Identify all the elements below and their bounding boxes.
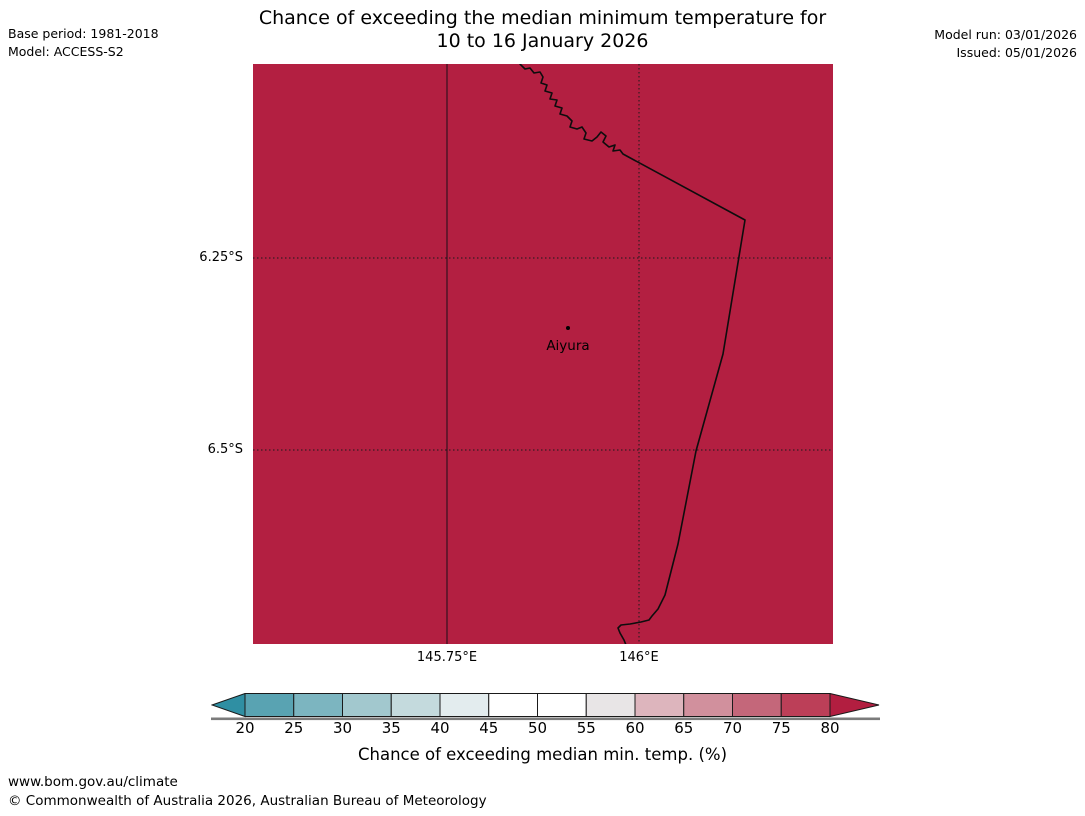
x-tick-146E: 146°E — [619, 650, 659, 665]
colorbar-cell — [390, 693, 441, 717]
colorbar-cell — [732, 693, 782, 717]
colorbar-tick-label: 35 — [381, 719, 401, 737]
model-metadata-right: Model run: 03/01/2026 Issued: 05/01/2026 — [934, 26, 1077, 62]
colorbar-cell — [342, 693, 392, 717]
model-run-text: Model run: 03/01/2026 — [934, 27, 1077, 42]
x-tick-145-75E: 145.75°E — [416, 650, 478, 665]
colorbar-tick-label: 25 — [284, 719, 304, 737]
y-tick-6-25S: 6.25°S — [199, 250, 243, 265]
colorbar-canvas — [210, 692, 880, 721]
model-name-text: Model: ACCESS-S2 — [8, 44, 124, 59]
colorbar-cell — [293, 693, 343, 717]
colorbar-underline — [211, 717, 880, 721]
colorbar-right-arrow — [829, 692, 880, 718]
colorbar-tick-label: 55 — [576, 719, 596, 737]
model-metadata-left: Base period: 1981-2018 Model: ACCESS-S2 — [8, 25, 159, 61]
colorbar-tick-label: 60 — [625, 719, 645, 737]
bom-url-text: www.bom.gov.au/climate — [8, 774, 178, 790]
colorbar-tick-label: 45 — [479, 719, 499, 737]
y-tick-6-5S: 6.5°S — [207, 442, 243, 457]
colorbar-cell — [780, 693, 831, 717]
colorbar — [210, 692, 880, 721]
colorbar-tick-label: 50 — [527, 719, 548, 737]
colorbar-cell — [683, 693, 733, 717]
colorbar-cell — [537, 693, 587, 717]
title-line-2: 10 to 16 January 2026 — [436, 30, 649, 52]
copyright-text: © Commonwealth of Australia 2026, Austra… — [8, 793, 487, 809]
colorbar-cell — [244, 693, 295, 717]
colorbar-cell — [488, 693, 538, 717]
coastline-path — [519, 64, 746, 644]
colorbar-tick-label: 80 — [820, 719, 840, 737]
colorbar-cell — [585, 693, 636, 717]
colorbar-tick-label: 30 — [332, 719, 353, 737]
location-marker-dot — [566, 326, 570, 330]
colorbar-cell — [634, 693, 685, 717]
title-line-1: Chance of exceeding the median minimum t… — [258, 7, 827, 29]
issued-text: Issued: 05/01/2026 — [956, 45, 1078, 60]
colorbar-tick-label: 40 — [430, 719, 450, 737]
colorbar-tick-label: 70 — [722, 719, 743, 737]
colorbar-tick-labels: 20 25 30 35 40 45 50 55 60 65 70 75 80 — [211, 719, 880, 739]
colorbar-tick-label: 65 — [674, 719, 694, 737]
colorbar-tick-label: 20 — [235, 719, 255, 737]
page-title: Chance of exceeding the median minimum t… — [0, 7, 1085, 53]
colorbar-left-arrow — [210, 692, 246, 718]
colorbar-cell — [439, 693, 490, 717]
colorbar-caption: Chance of exceeding median min. temp. (%… — [357, 745, 728, 764]
location-label: Aiyura — [546, 338, 589, 354]
colorbar-tick-label: 75 — [771, 719, 791, 737]
forecast-map: Aiyura — [253, 64, 833, 644]
base-period-text: Base period: 1981-2018 — [8, 26, 159, 41]
map-canvas: Aiyura — [253, 64, 833, 644]
